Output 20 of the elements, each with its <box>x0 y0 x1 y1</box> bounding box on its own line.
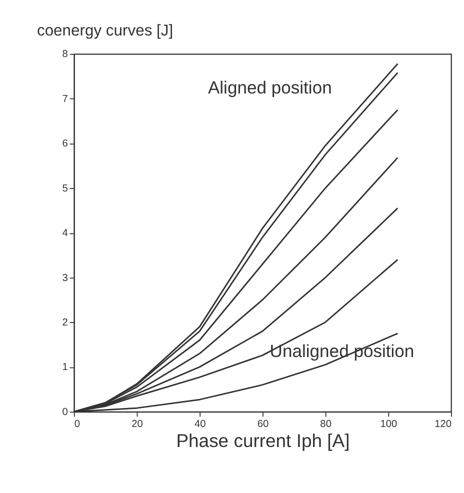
y-tick-label: 8 <box>62 49 68 60</box>
y-tick-label: 3 <box>62 272 68 284</box>
x-tick-label: 60 <box>257 418 269 430</box>
y-tick-label: 0 <box>62 406 68 418</box>
y-tick-label: 6 <box>62 138 68 150</box>
y-tick-label: 7 <box>62 94 68 105</box>
x-tick-label: 120 <box>434 418 452 430</box>
chart-title: coenergy curves [J] <box>36 22 174 40</box>
x-tick-label: 40 <box>194 418 206 430</box>
x-tick-label: 80 <box>320 418 332 430</box>
x-tick-label: 20 <box>132 418 144 430</box>
annotation: Aligned position <box>208 78 332 98</box>
y-tick-label: 1 <box>62 362 68 374</box>
y-tick-label: 5 <box>62 183 68 194</box>
annotation: Unaligned position <box>270 341 414 362</box>
x-tick-label: 0 <box>74 418 80 430</box>
x-axis-title: Phase current Iph [A] <box>176 430 350 452</box>
y-tick-label: 4 <box>62 228 68 240</box>
y-tick-label: 2 <box>62 317 68 328</box>
x-tick-label: 100 <box>380 418 398 430</box>
